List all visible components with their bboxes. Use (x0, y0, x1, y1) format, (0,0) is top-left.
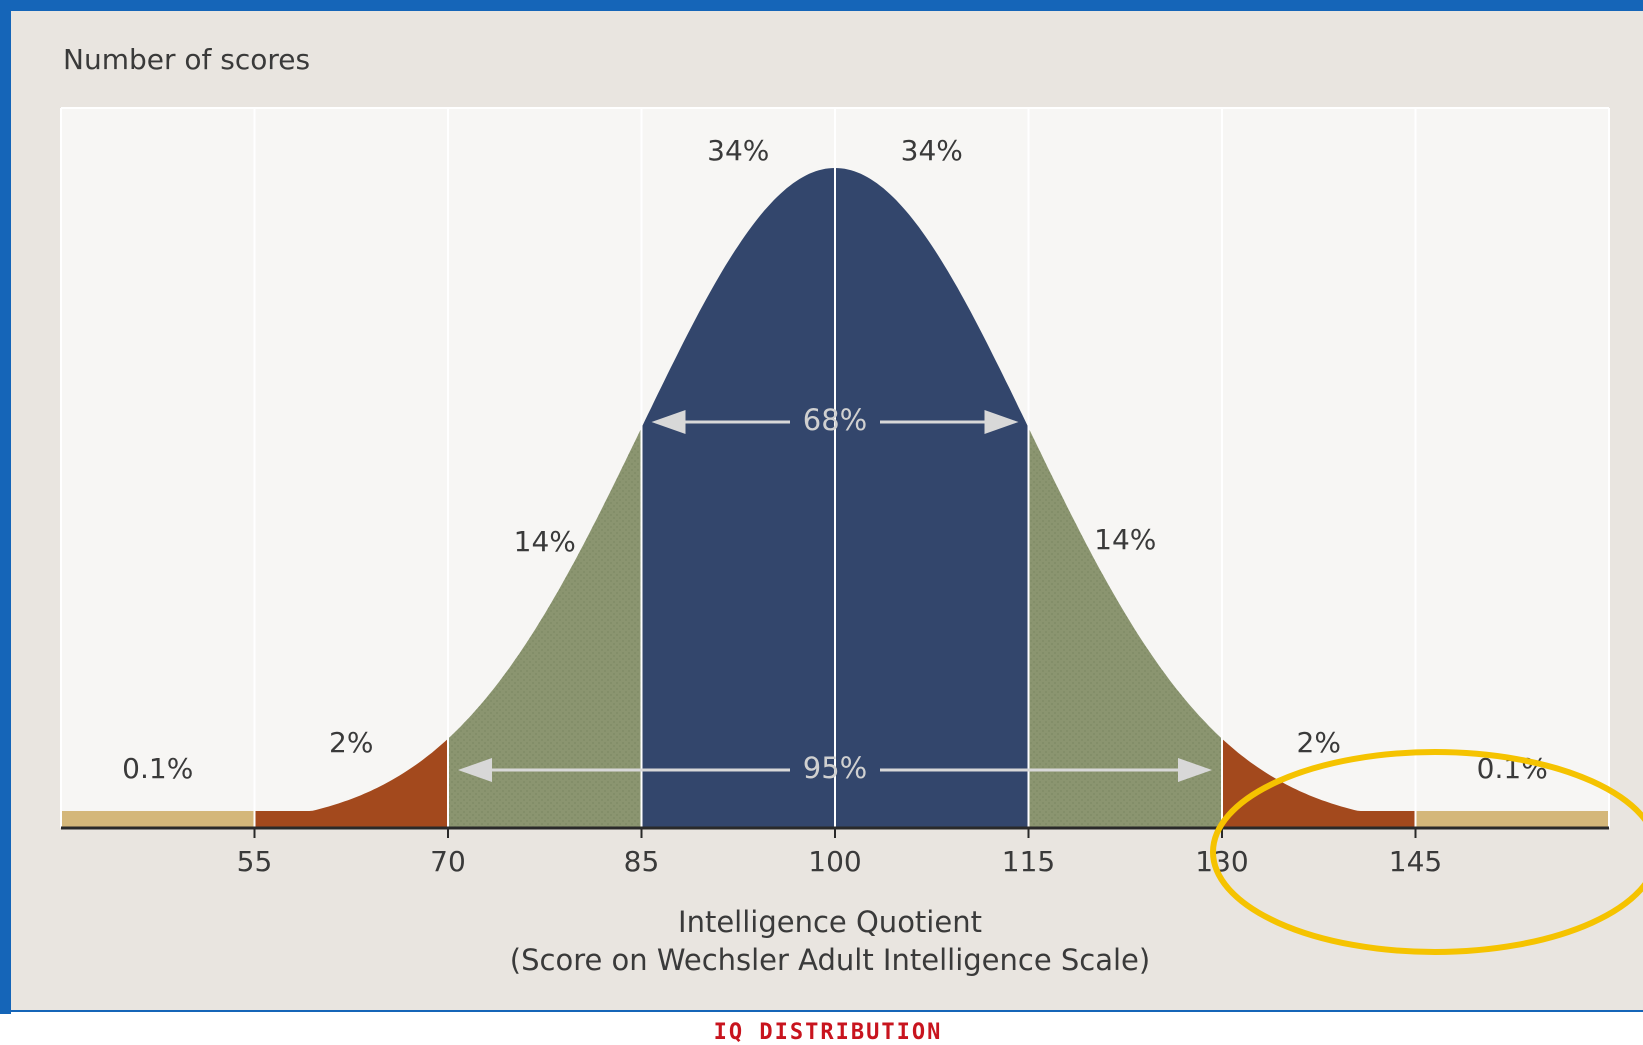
band (61, 811, 255, 828)
x-tick-label: 145 (1389, 845, 1442, 878)
band-label: 34% (901, 134, 963, 167)
range-arrow (1178, 758, 1212, 782)
range-label: 68% (803, 403, 867, 437)
range-arrow (651, 410, 686, 434)
band (641, 168, 835, 828)
caption: IQ DISTRIBUTION (714, 1020, 943, 1045)
band (835, 168, 1029, 828)
band-label: 0.1% (122, 752, 193, 785)
x-tick-label: 115 (1002, 845, 1055, 878)
x-tick-label: 85 (624, 845, 660, 878)
range-arrow (458, 758, 492, 782)
band-label: 2% (329, 726, 373, 759)
range-arrow (984, 410, 1019, 434)
band-label: 34% (707, 134, 769, 167)
band (1415, 811, 1609, 828)
band-label: 14% (514, 525, 576, 558)
caption-strip (11, 1012, 1643, 1045)
band-label: 14% (1094, 523, 1156, 556)
band-label: 2% (1297, 726, 1341, 759)
x-tick-label: 55 (237, 845, 273, 878)
band-texture (448, 427, 642, 828)
band-texture (1028, 427, 1222, 828)
x-axis-label: Intelligence Quotient (678, 905, 982, 939)
highlight-circle (1210, 749, 1643, 955)
range-label: 95% (803, 751, 867, 785)
x-tick-label: 100 (808, 845, 861, 878)
band (254, 738, 448, 828)
band (1222, 738, 1416, 828)
x-tick-label: 130 (1195, 845, 1248, 878)
y-axis-label: Number of scores (63, 43, 310, 76)
x-tick-label: 70 (430, 845, 466, 878)
x-axis-subtitle: (Score on Wechsler Adult Intelligence Sc… (510, 943, 1150, 977)
